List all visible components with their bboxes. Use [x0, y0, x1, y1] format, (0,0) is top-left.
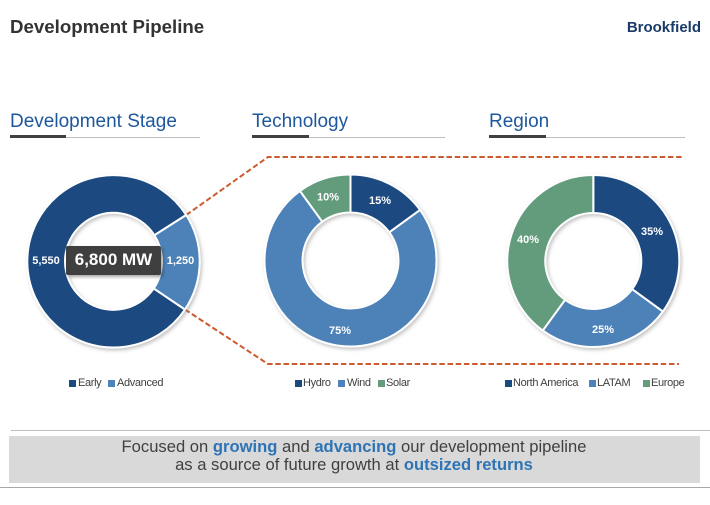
- svg-text:40%: 40%: [517, 234, 539, 246]
- svg-text:5,550: 5,550: [32, 255, 60, 267]
- svg-text:15%: 15%: [369, 195, 391, 207]
- svg-text:35%: 35%: [641, 226, 663, 238]
- svg-text:10%: 10%: [317, 192, 339, 204]
- svg-text:25%: 25%: [592, 324, 614, 336]
- svg-text:1,250: 1,250: [167, 255, 195, 267]
- svg-text:75%: 75%: [329, 325, 351, 337]
